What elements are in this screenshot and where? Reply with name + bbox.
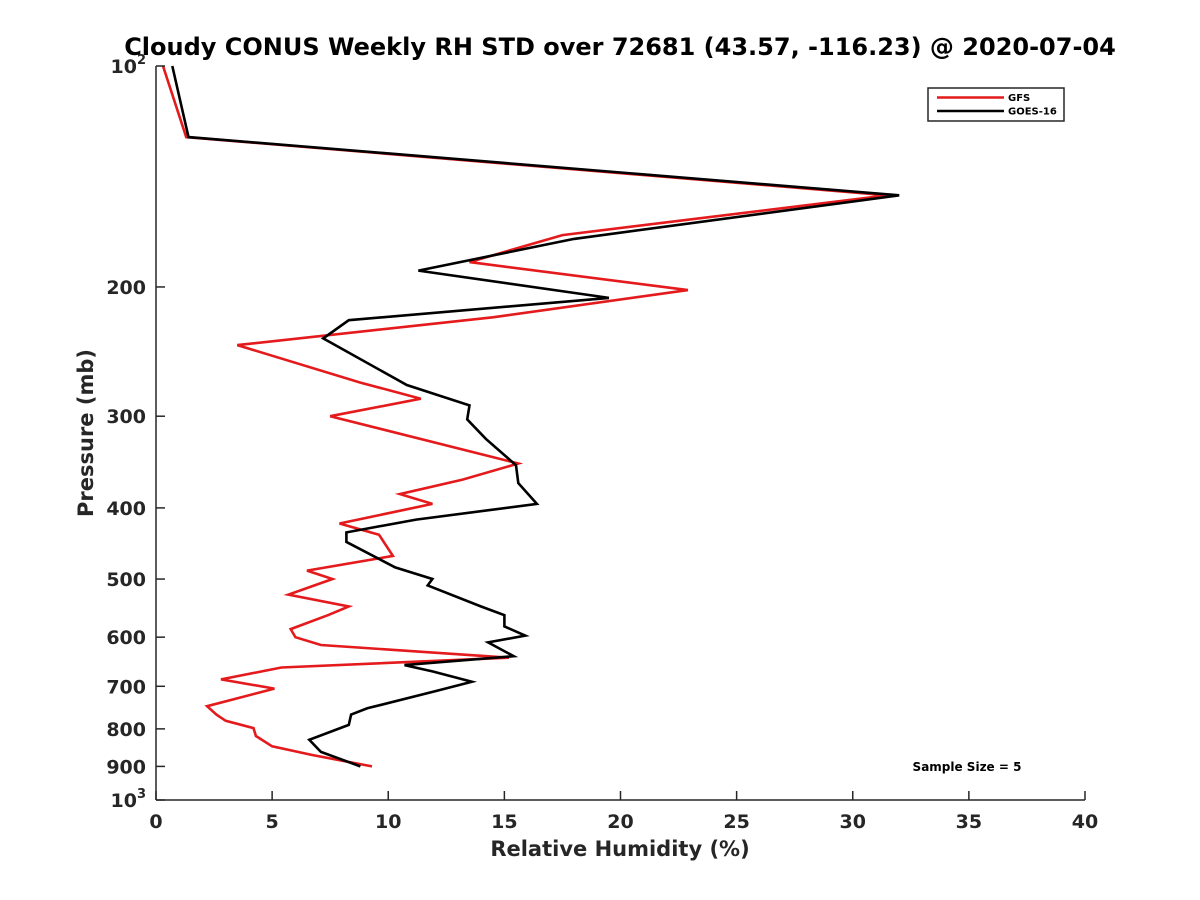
plot-lines xyxy=(161,65,900,768)
legend-box xyxy=(927,87,1065,122)
legend-label: GOES-16 xyxy=(1008,107,1057,118)
y-tick-label: 200 xyxy=(106,277,146,299)
x-tick-label: 25 xyxy=(723,811,749,833)
legend-label: GFS xyxy=(1008,93,1030,104)
y-tick-label: 400 xyxy=(106,498,146,520)
chart-title: Cloudy CONUS Weekly RH STD over 72681 (4… xyxy=(124,33,1116,61)
y-tick-label: 600 xyxy=(106,627,146,649)
x-tick-label: 30 xyxy=(840,811,866,833)
x-tick-label: 40 xyxy=(1072,811,1098,833)
x-tick-label: 0 xyxy=(149,811,162,833)
x-axis-label: Relative Humidity (%) xyxy=(490,837,749,861)
x-tick-label: 5 xyxy=(266,811,279,833)
x-tick-label: 20 xyxy=(607,811,633,833)
y-tick-label: 500 xyxy=(106,569,146,591)
y-tick-label: 300 xyxy=(106,406,146,428)
y-tick-label: 700 xyxy=(106,676,146,698)
y-tick-label: 800 xyxy=(106,719,146,741)
x-tick-label: 10 xyxy=(375,811,401,833)
sample-size-annotation: Sample Size = 5 xyxy=(913,760,1022,774)
series-line-gfs xyxy=(161,65,888,768)
y-tick-label: 900 xyxy=(106,756,146,778)
x-tick-label: 15 xyxy=(491,811,517,833)
series-line-goes-16 xyxy=(171,65,900,768)
x-tick-label: 35 xyxy=(956,811,982,833)
axes: 0 5 10 15 20 25 30 35 40 102 200 300 400 500 600 700 800… xyxy=(106,53,1098,833)
legend: GFS GOES-16 xyxy=(927,87,1065,122)
y-tick-label: 102 xyxy=(111,53,147,78)
y-axis-label: Pressure (mb) xyxy=(74,349,98,517)
y-tick-label: 103 xyxy=(111,787,147,812)
